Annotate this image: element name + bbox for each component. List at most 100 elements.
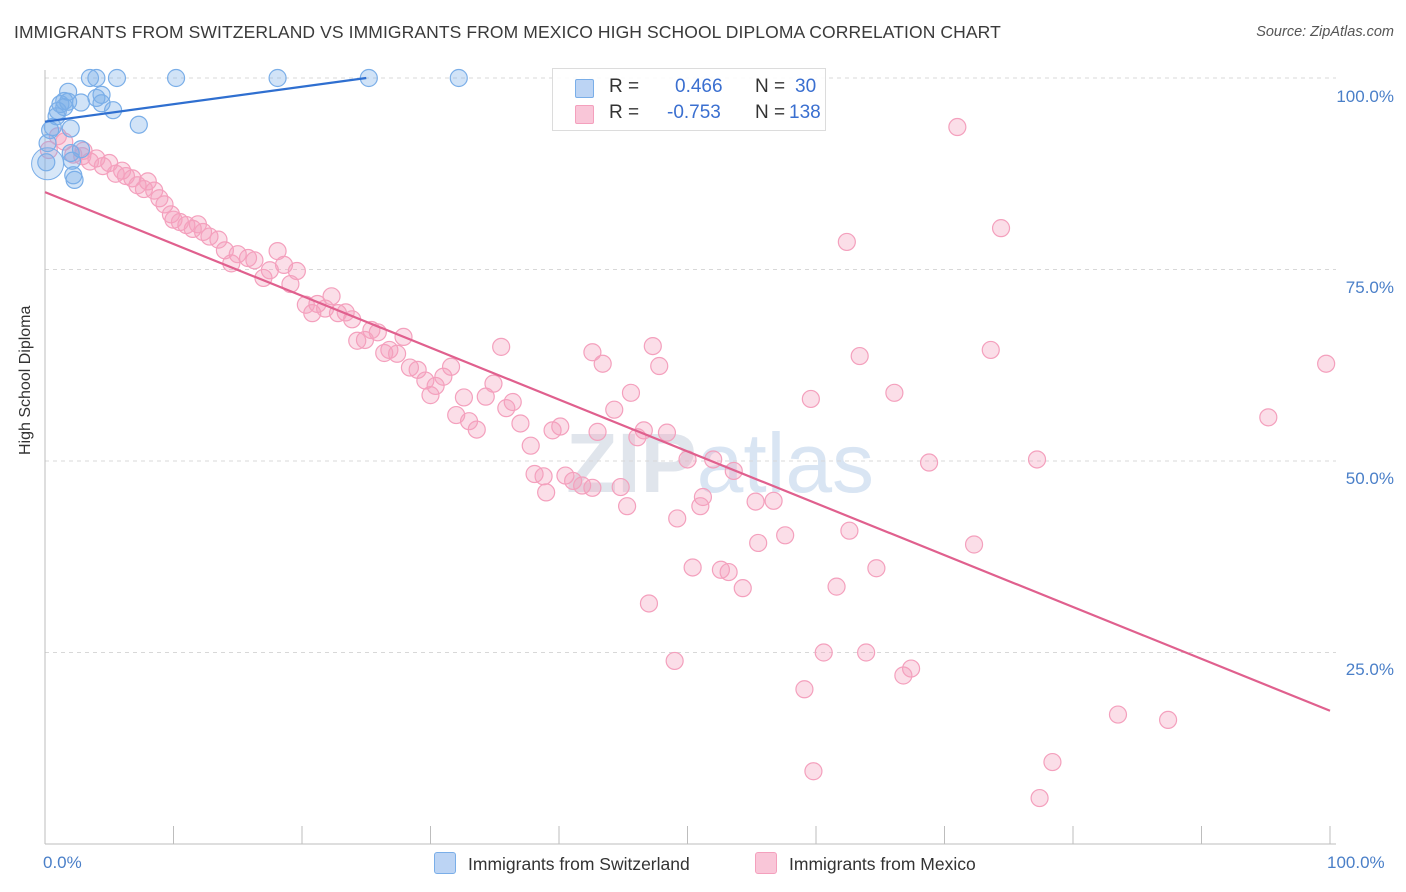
trend-lines bbox=[44, 76, 1331, 712]
mexico-point bbox=[1027, 450, 1047, 469]
mexico-point bbox=[534, 467, 553, 486]
switzerland-point bbox=[104, 101, 123, 120]
mexico-point bbox=[484, 374, 503, 393]
mexico-point bbox=[621, 383, 641, 402]
mexico-point bbox=[981, 340, 1000, 360]
switzerland-point bbox=[59, 92, 78, 111]
chart-title: IMMIGRANTS FROM SWITZERLAND VS IMMIGRANT… bbox=[14, 22, 1001, 42]
mexico-point bbox=[693, 487, 713, 507]
axes bbox=[44, 70, 1336, 845]
mexico-point bbox=[643, 337, 662, 356]
mexico-point bbox=[434, 367, 453, 386]
mexico-points bbox=[39, 117, 1336, 808]
mexico-point bbox=[1043, 752, 1062, 772]
mexico-point bbox=[467, 420, 486, 439]
switzerland-point bbox=[92, 85, 111, 104]
x-tick-label-min: 0.0% bbox=[43, 853, 82, 872]
mexico-point bbox=[138, 172, 157, 191]
switzerland-point bbox=[43, 117, 62, 137]
legend-n-value: 138 bbox=[789, 102, 821, 123]
mexico-point bbox=[837, 232, 856, 252]
mexico-point bbox=[964, 535, 984, 554]
y-tick-label: 100.0% bbox=[1336, 87, 1394, 106]
mexico-point bbox=[665, 651, 684, 671]
mexico-point bbox=[551, 417, 570, 436]
legend-r-label: R = bbox=[609, 76, 640, 97]
mexico-point bbox=[583, 343, 602, 362]
mexico-point bbox=[894, 666, 913, 685]
legend-n-value: 30 bbox=[795, 76, 817, 97]
mexico-point bbox=[639, 594, 659, 613]
legend-r-value: -0.753 bbox=[667, 102, 721, 123]
mexico-point bbox=[901, 659, 921, 678]
mexico-point bbox=[387, 344, 407, 363]
switzerland-point bbox=[80, 68, 100, 88]
legend-swatch-switzerland bbox=[575, 79, 594, 98]
mexico-point bbox=[850, 346, 869, 366]
legend-item-mexico: Immigrants from Mexico bbox=[755, 852, 976, 875]
mexico-point bbox=[776, 526, 795, 545]
legend-swatch-mexico bbox=[755, 852, 777, 874]
y-tick-label: 50.0% bbox=[1345, 469, 1394, 488]
mexico-point bbox=[885, 383, 904, 402]
mexico-point bbox=[764, 491, 783, 510]
mexico-point bbox=[511, 414, 530, 433]
mexico-point bbox=[749, 533, 768, 553]
y-tick-label: 25.0% bbox=[1345, 660, 1394, 679]
switzerland-point-large bbox=[31, 147, 65, 181]
switzerland-point bbox=[61, 119, 80, 138]
mexico-point bbox=[564, 471, 583, 491]
mexico-point bbox=[668, 509, 687, 528]
mexico-point bbox=[593, 354, 612, 373]
x-tick-label-max: 100.0% bbox=[1327, 853, 1385, 872]
mexico-point bbox=[260, 261, 279, 280]
mexico-point bbox=[492, 337, 511, 356]
legend-swatch-mexico bbox=[575, 105, 594, 124]
y-axis-label: High School Diploma bbox=[17, 305, 34, 455]
gridlines bbox=[45, 77, 1336, 653]
mexico-point bbox=[228, 245, 247, 264]
mexico-point bbox=[441, 357, 461, 376]
switzerland-point bbox=[166, 68, 186, 88]
switzerland-point bbox=[87, 88, 106, 108]
mexico-point bbox=[857, 643, 876, 662]
mexico-point bbox=[719, 562, 738, 582]
mexico-point bbox=[801, 389, 820, 409]
mexico-point bbox=[375, 343, 394, 363]
mexico-point bbox=[1317, 354, 1336, 373]
mexico-point bbox=[618, 497, 637, 516]
switzerland-point bbox=[61, 143, 80, 163]
mexico-point bbox=[683, 558, 702, 577]
trend-line-mexico bbox=[44, 191, 1331, 712]
watermark-atlas: atlas bbox=[697, 416, 874, 510]
mexico-point bbox=[611, 477, 630, 497]
mexico-point bbox=[421, 386, 440, 405]
switzerland-point bbox=[37, 153, 56, 172]
mexico-point bbox=[804, 762, 823, 781]
legend-label-switzerland: Immigrants from Switzerland bbox=[468, 854, 690, 874]
mexico-point bbox=[840, 521, 859, 540]
switzerland-points bbox=[31, 68, 468, 189]
legend-r-label: R = bbox=[609, 102, 640, 123]
legend-label-mexico: Immigrants from Mexico bbox=[789, 854, 976, 874]
mexico-point bbox=[245, 251, 264, 270]
mexico-point bbox=[991, 219, 1011, 238]
switzerland-point bbox=[65, 170, 84, 189]
mexico-point bbox=[322, 287, 341, 306]
mexico-point bbox=[948, 117, 967, 137]
y-tick-label: 75.0% bbox=[1345, 278, 1394, 297]
mexico-point bbox=[657, 423, 677, 442]
mexico-point bbox=[733, 579, 752, 598]
mexico-point bbox=[287, 261, 306, 281]
mexico-point bbox=[583, 478, 602, 497]
mexico-point bbox=[919, 453, 939, 472]
mexico-point bbox=[1108, 705, 1128, 724]
stats-legend: R = 0.466 N = 30 R = -0.753 N = 138 bbox=[552, 68, 826, 131]
mexico-point bbox=[426, 376, 445, 396]
legend-item-switzerland: Immigrants from Switzerland bbox=[434, 852, 690, 875]
switzerland-point bbox=[71, 93, 91, 112]
mexico-point bbox=[521, 436, 540, 455]
mexico-point bbox=[503, 392, 522, 412]
switzerland-point bbox=[129, 115, 148, 134]
